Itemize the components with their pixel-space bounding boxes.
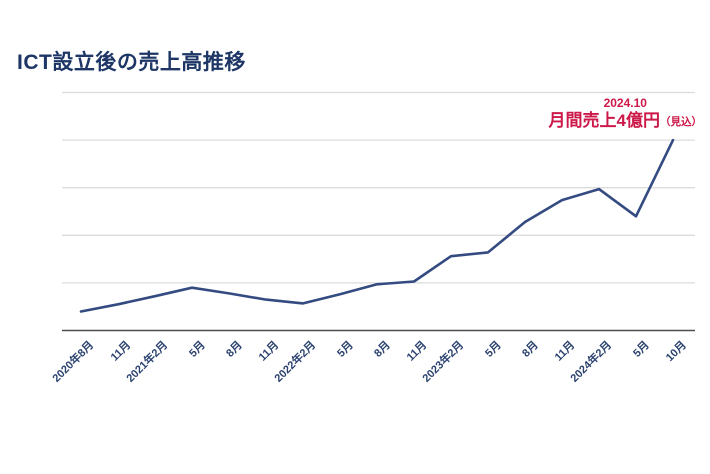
chart-title: ICT設立後の売上高推移 <box>17 51 246 74</box>
annotation-suffix: （見込） <box>660 115 702 128</box>
peak-annotation: 2024.10 月間売上4億円（見込） <box>549 96 702 131</box>
sales-line <box>79 138 675 313</box>
annotation-label-text: 月間売上4億円 <box>548 110 660 130</box>
annotation-label: 月間売上4億円（見込） <box>549 111 702 131</box>
annotation-date: 2024.10 <box>603 96 647 110</box>
